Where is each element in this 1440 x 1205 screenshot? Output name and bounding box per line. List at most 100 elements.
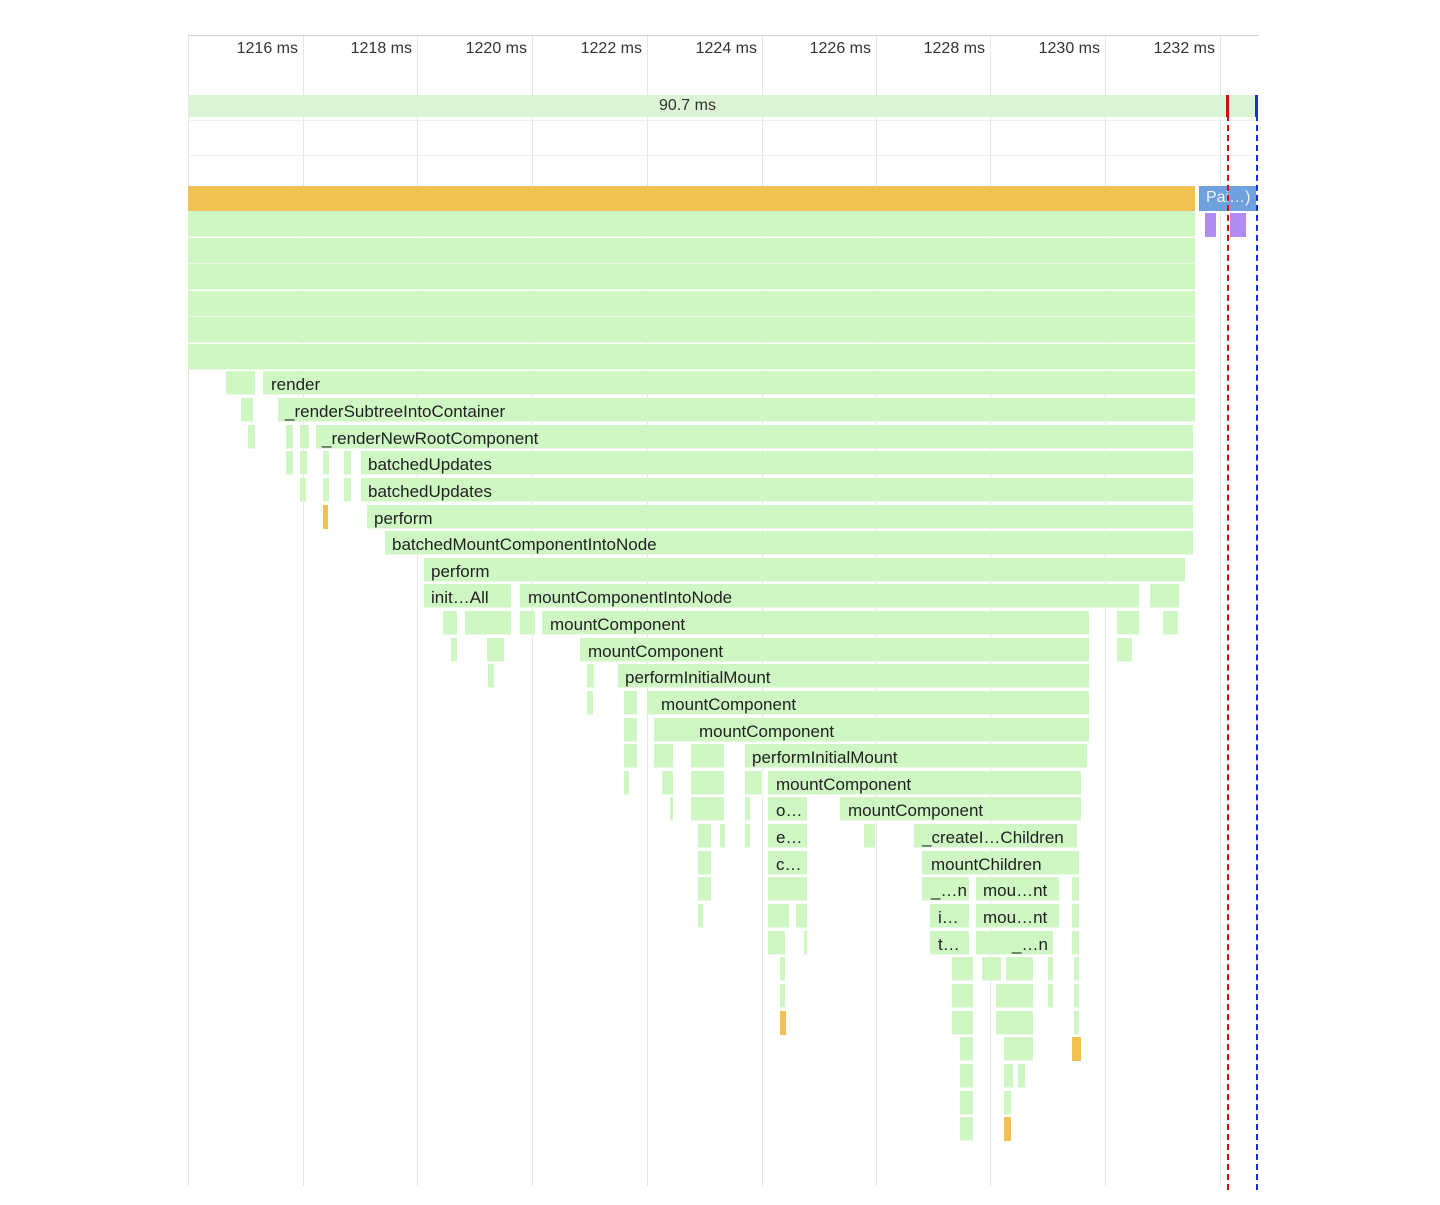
scripting-bar[interactable]	[361, 451, 1194, 475]
scripting-bar[interactable]	[952, 984, 974, 1008]
scripting-bar[interactable]	[286, 451, 294, 475]
scripting-bar[interactable]	[1074, 957, 1080, 981]
scripting-bar[interactable]	[1072, 931, 1080, 955]
scripting-bar[interactable]	[745, 824, 751, 848]
scripting-bar[interactable]	[1048, 957, 1054, 981]
scripting-bar[interactable]	[864, 824, 876, 848]
scripting-bar[interactable]	[323, 451, 330, 475]
scripting-bar[interactable]	[745, 797, 751, 821]
scripting-bar[interactable]	[768, 771, 1082, 795]
scripting-bar[interactable]	[188, 211, 1196, 237]
scripting-bar[interactable]	[996, 1011, 1034, 1035]
scripting-bar[interactable]	[768, 904, 790, 928]
scripting-bar[interactable]	[624, 771, 630, 795]
scripting-bar[interactable]	[520, 584, 1140, 608]
scripting-bar[interactable]	[914, 824, 1078, 848]
task-bar[interactable]	[1072, 1037, 1082, 1061]
scripting-bar[interactable]	[286, 425, 294, 449]
scripting-bar[interactable]	[188, 317, 1196, 344]
scripting-bar[interactable]	[188, 237, 1196, 264]
scripting-bar[interactable]	[976, 904, 1060, 928]
scripting-bar[interactable]	[768, 797, 808, 821]
scripting-bar[interactable]	[451, 638, 458, 662]
scripting-bar[interactable]	[424, 558, 1186, 582]
purple-bar[interactable]	[1205, 213, 1216, 237]
scripting-bar[interactable]	[768, 824, 808, 848]
scripting-bar[interactable]	[424, 584, 512, 608]
scripting-bar[interactable]	[698, 877, 712, 901]
frame-bar[interactable]	[188, 95, 1258, 117]
scripting-bar[interactable]	[1074, 1011, 1080, 1035]
scripting-bar[interactable]	[188, 290, 1196, 317]
scripting-bar[interactable]	[647, 691, 1090, 715]
scripting-bar[interactable]	[188, 344, 1196, 370]
scripting-bar[interactable]	[344, 478, 352, 502]
scripting-bar[interactable]	[465, 611, 512, 635]
scripting-bar[interactable]	[344, 451, 352, 475]
scripting-bar[interactable]	[691, 744, 725, 768]
scripting-bar[interactable]	[1004, 1091, 1012, 1115]
scripting-bar[interactable]	[1004, 1037, 1034, 1061]
scripting-bar[interactable]	[316, 425, 1194, 449]
scripting-bar[interactable]	[1004, 1064, 1014, 1088]
scripting-bar[interactable]	[804, 931, 808, 955]
scripting-bar[interactable]	[960, 1064, 974, 1088]
scripting-bar[interactable]	[745, 771, 763, 795]
scripting-bar[interactable]	[930, 904, 970, 928]
scripting-bar[interactable]	[698, 904, 704, 928]
scripting-bar[interactable]	[587, 691, 594, 715]
scripting-bar[interactable]	[698, 851, 712, 875]
scripting-bar[interactable]	[323, 478, 330, 502]
scripting-bar[interactable]	[768, 931, 786, 955]
scripting-bar[interactable]	[670, 797, 674, 821]
task-bar[interactable]	[1004, 1117, 1012, 1141]
scripting-bar[interactable]	[624, 718, 638, 742]
scripting-bar[interactable]	[960, 1117, 974, 1141]
scripting-bar[interactable]	[922, 851, 1080, 875]
scripting-bar[interactable]	[1072, 904, 1080, 928]
scripting-bar[interactable]	[226, 371, 256, 395]
scripting-bar[interactable]	[982, 957, 1002, 981]
scripting-bar[interactable]	[300, 451, 308, 475]
scripting-bar[interactable]	[996, 984, 1034, 1008]
scripting-bar[interactable]	[520, 611, 536, 635]
scripting-bar[interactable]	[385, 531, 1194, 555]
scripting-bar[interactable]	[662, 771, 674, 795]
scripting-bar[interactable]	[1018, 1064, 1026, 1088]
scripting-bar[interactable]	[780, 984, 786, 1008]
scripting-bar[interactable]	[976, 877, 1060, 901]
scripting-bar[interactable]	[768, 877, 808, 901]
scripting-bar[interactable]	[241, 398, 254, 422]
scripting-bar[interactable]	[1048, 984, 1054, 1008]
scripting-bar[interactable]	[796, 904, 808, 928]
scripting-bar[interactable]	[1117, 638, 1133, 662]
scripting-bar[interactable]	[300, 478, 307, 502]
scripting-bar[interactable]	[618, 664, 1090, 688]
scripting-bar[interactable]	[654, 718, 1090, 742]
task-bar[interactable]	[780, 1011, 787, 1035]
scripting-bar[interactable]	[542, 611, 1090, 635]
scripting-bar[interactable]	[248, 425, 256, 449]
scripting-bar[interactable]	[1117, 611, 1140, 635]
scripting-bar[interactable]	[624, 744, 638, 768]
scripting-bar[interactable]	[1072, 877, 1080, 901]
scripting-bar[interactable]	[587, 664, 595, 688]
scripting-bar[interactable]	[952, 957, 974, 981]
scripting-bar[interactable]	[922, 877, 970, 901]
scripting-bar[interactable]	[443, 611, 458, 635]
scripting-bar[interactable]	[1150, 584, 1180, 608]
scripting-bar[interactable]	[960, 1037, 974, 1061]
scripting-bar[interactable]	[487, 638, 505, 662]
task-bar[interactable]	[323, 505, 329, 529]
scripting-bar[interactable]	[780, 957, 786, 981]
task-bar[interactable]	[188, 186, 1196, 211]
scripting-bar[interactable]	[361, 478, 1194, 502]
scripting-bar[interactable]	[654, 744, 674, 768]
scripting-bar[interactable]	[278, 398, 1196, 422]
scripting-bar[interactable]	[930, 931, 970, 955]
scripting-bar[interactable]	[1074, 984, 1080, 1008]
scripting-bar[interactable]	[720, 824, 726, 848]
scripting-bar[interactable]	[745, 744, 1088, 768]
scripting-bar[interactable]	[698, 824, 712, 848]
scripting-bar[interactable]	[263, 371, 1196, 395]
